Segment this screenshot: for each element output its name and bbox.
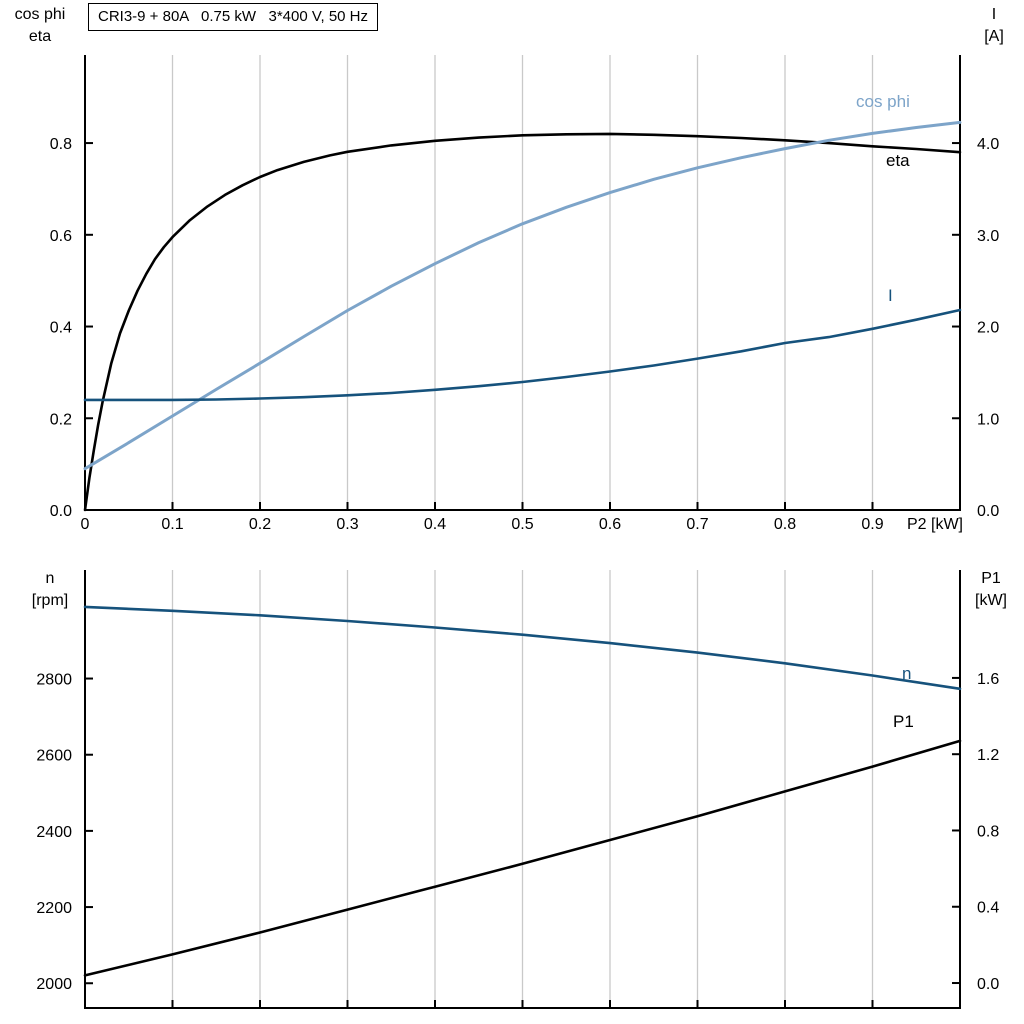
bottom-left-axis-name: n [rpm] <box>16 568 84 612</box>
x-tick-label: 0.2 <box>249 516 271 533</box>
left-tick-label: 0.0 <box>50 503 72 520</box>
left-tick-label: 0.2 <box>50 411 72 428</box>
x-tick-label: 0.5 <box>511 516 533 533</box>
axis-name-line: [A] <box>984 28 1004 45</box>
x-tick-label: 0.1 <box>161 516 183 533</box>
right-tick-label: 3.0 <box>977 228 999 245</box>
axis-name-line: [rpm] <box>31 592 69 609</box>
x-tick-label: 0.9 <box>861 516 883 533</box>
left-tick-label: 2600 <box>36 748 72 765</box>
right-tick-label: 0.8 <box>977 823 999 840</box>
left-tick-label: 2800 <box>36 672 72 689</box>
speed-curve <box>83 605 962 691</box>
x-axis-label: P2 [kW] <box>907 516 963 533</box>
right-tick-label: 0.4 <box>977 900 999 917</box>
speed-curve-label: n <box>902 664 912 683</box>
current-curve <box>83 308 962 402</box>
x-tick-label: 0.8 <box>774 516 796 533</box>
right-tick-label: 1.0 <box>977 411 999 428</box>
left-tick-label: 2400 <box>36 824 72 841</box>
x-tick-label: 0 <box>81 516 90 533</box>
p1-curve-label: P1 <box>893 712 914 731</box>
top-left-axis-name: cos phi eta <box>4 4 76 48</box>
eta-curve <box>83 132 962 512</box>
left-tick-label: 0.8 <box>50 136 72 153</box>
axis-name-line: cos phi <box>14 6 66 23</box>
p1-curve <box>83 739 962 977</box>
x-tick-label: 0.4 <box>424 516 446 533</box>
right-tick-label: 1.2 <box>977 747 999 764</box>
right-tick-label: 0.0 <box>977 503 999 520</box>
right-tick-label: 1.6 <box>977 671 999 688</box>
bottom-right-axis-name: P1 [kW] <box>962 568 1020 612</box>
left-tick-label: 0.4 <box>50 320 72 337</box>
right-tick-label: 0.0 <box>977 976 999 993</box>
axis-name-line: n <box>45 570 55 587</box>
axis-name-line: [kW] <box>975 592 1007 609</box>
right-tick-label: 2.0 <box>977 320 999 337</box>
cos-phi-curve <box>83 120 962 471</box>
x-tick-label: 0.7 <box>686 516 708 533</box>
cos-phi-curve-label: cos phi <box>856 92 910 111</box>
left-tick-label: 0.6 <box>50 228 72 245</box>
right-tick-label: 4.0 <box>977 136 999 153</box>
axis-name-line: P1 <box>981 570 1001 587</box>
axis-name-line: eta <box>28 28 52 45</box>
eta-curve-label: eta <box>886 151 910 170</box>
chart-title-box: CRI3-9 + 80A 0.75 kW 3*400 V, 50 Hz <box>88 3 379 31</box>
left-tick-label: 2200 <box>36 900 72 917</box>
top-right-axis-name: I [A] <box>968 4 1020 48</box>
current-curve-label: I <box>888 286 893 305</box>
x-tick-label: 0.6 <box>599 516 621 533</box>
left-tick-label: 2000 <box>36 976 72 993</box>
axis-name-line: I <box>991 6 997 23</box>
x-tick-label: 0.3 <box>336 516 358 533</box>
